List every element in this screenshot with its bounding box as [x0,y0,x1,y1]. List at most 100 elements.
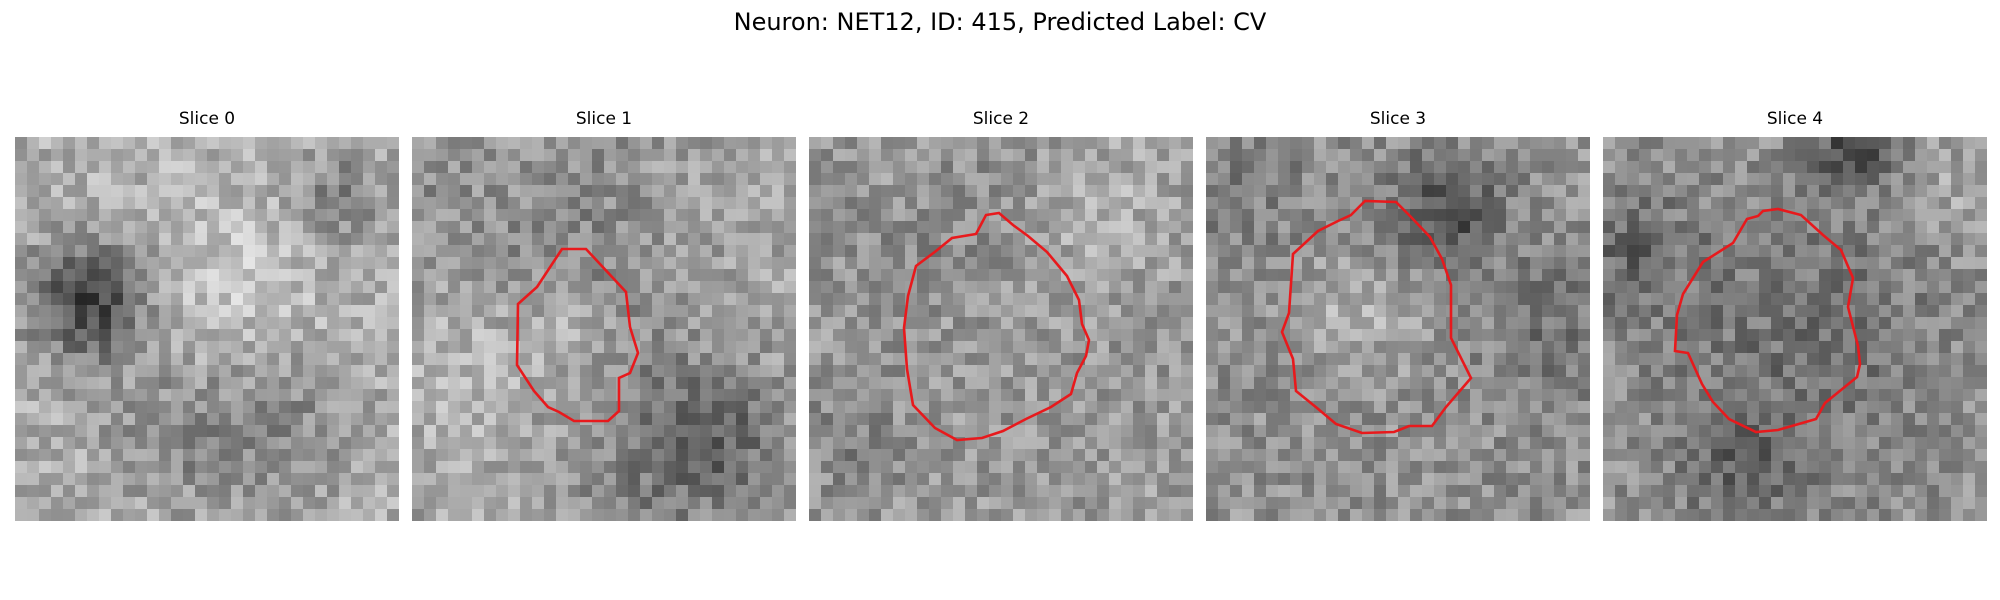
pixel [604,317,617,330]
pixel [1915,341,1928,354]
pixel [1097,245,1110,258]
pixel [75,293,88,306]
pixel [989,473,1002,486]
pixel [676,485,689,498]
pixel [1398,293,1411,306]
pixel [1458,269,1471,282]
pixel [1554,305,1567,318]
pixel [1266,221,1279,234]
pixel [1843,413,1856,426]
pixel [1386,197,1399,210]
pixel [1422,365,1435,378]
pixel [833,173,846,186]
pixel [99,233,112,246]
pixel [1951,257,1964,270]
pixel [1711,377,1724,390]
pixel [520,185,533,198]
pixel [460,233,473,246]
pixel [460,389,473,402]
pixel [736,413,749,426]
pixel [893,305,906,318]
pixel [1843,449,1856,462]
pixel [1723,353,1736,366]
pixel [1506,137,1519,150]
pixel [700,233,713,246]
pixel [1494,329,1507,342]
pixel [51,509,64,521]
pixel [123,377,136,390]
pixel [27,473,40,486]
pixel [724,341,737,354]
pixel [1049,281,1062,294]
pixel [436,461,449,474]
pixel [688,137,701,150]
pixel [809,197,822,210]
pixel [1001,497,1014,510]
pixel [1482,245,1495,258]
pixel [1085,497,1098,510]
pixel [111,497,124,510]
pixel [965,221,978,234]
pixel [39,185,52,198]
pixel [772,329,785,342]
pixel [1554,329,1567,342]
pixel [496,413,509,426]
pixel [219,425,232,438]
pixel [1206,197,1219,210]
pixel [1434,269,1447,282]
pixel [893,233,906,246]
pixel [953,149,966,162]
pixel [1434,161,1447,174]
pixel [1735,149,1748,162]
pixel [1819,281,1832,294]
pixel [1386,221,1399,234]
pixel [195,317,208,330]
pixel [279,341,292,354]
pixel [532,257,545,270]
pixel [628,413,641,426]
pixel [1927,161,1940,174]
pixel [315,173,328,186]
pixel [556,221,569,234]
pixel [1939,137,1952,150]
pixel [784,221,796,234]
pixel [1747,353,1760,366]
pixel [544,449,557,462]
pixel [1723,365,1736,378]
pixel [1687,173,1700,186]
pixel [772,413,785,426]
pixel [1422,293,1435,306]
pixel [1218,473,1231,486]
pixel [1975,377,1987,390]
pixel [1109,293,1122,306]
pixel [1927,365,1940,378]
pixel [1867,185,1880,198]
pixel [51,185,64,198]
pixel [941,305,954,318]
pixel [1807,197,1820,210]
pixel [700,353,713,366]
pixel [1639,221,1652,234]
pixel [436,245,449,258]
pixel [1314,245,1327,258]
pixel [135,341,148,354]
pixel [87,509,100,521]
pixel [1001,233,1014,246]
pixel [833,449,846,462]
pixel [87,149,100,162]
pixel [1903,137,1916,150]
pixel [532,185,545,198]
pixel [845,389,858,402]
pixel [327,221,340,234]
pixel [893,473,906,486]
pixel [123,485,136,498]
pixel [857,473,870,486]
pixel [760,341,773,354]
pixel [327,209,340,222]
pixel [1807,365,1820,378]
pixel [869,185,882,198]
pixel [27,269,40,282]
pixel [784,245,796,258]
pixel [1939,245,1952,258]
pixel [1891,185,1904,198]
